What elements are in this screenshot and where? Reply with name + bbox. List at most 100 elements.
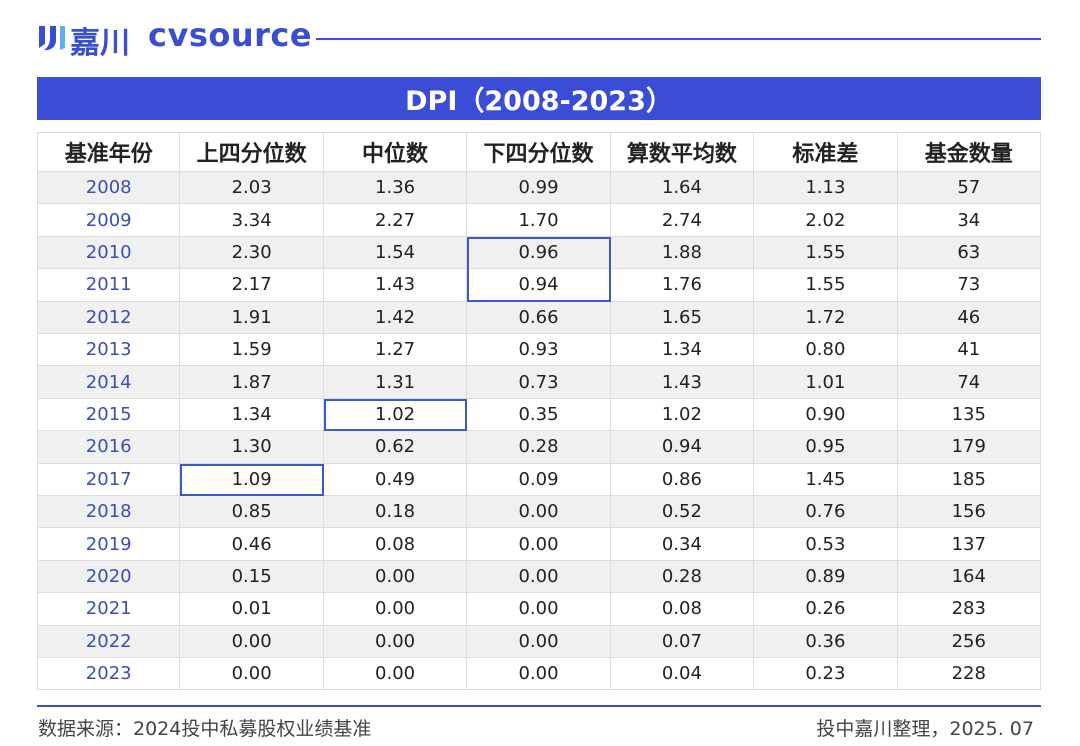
value-cell: 1.43 <box>610 366 755 399</box>
column-header: 中位数 <box>323 132 468 172</box>
value-cell: 0.28 <box>467 431 611 464</box>
value-cell: 0.76 <box>754 496 898 529</box>
value-cell: 1.34 <box>610 334 755 367</box>
value-cell: 41 <box>897 334 1041 367</box>
year-cell: 2010 <box>37 236 181 270</box>
value-cell: 156 <box>897 496 1041 529</box>
year-cell: 2012 <box>37 301 181 334</box>
value-cell: 0.00 <box>323 625 468 658</box>
highlight-box <box>180 463 324 496</box>
value-cell: 0.99 <box>467 172 611 205</box>
value-cell: 0.62 <box>323 431 468 464</box>
value-cell: 0.46 <box>180 528 324 561</box>
value-cell: 2.02 <box>754 204 898 237</box>
value-cell: 0.00 <box>323 658 468 691</box>
value-cell: 1.31 <box>323 366 468 399</box>
year-cell: 2019 <box>37 528 181 561</box>
year-cell: 2016 <box>37 431 181 464</box>
column-header: 下四分位数 <box>467 132 611 172</box>
value-cell: 74 <box>897 366 1041 399</box>
value-cell: 1.09 <box>180 463 324 496</box>
value-cell: 0.00 <box>467 560 611 594</box>
value-cell: 135 <box>897 398 1041 432</box>
value-cell: 2.74 <box>610 204 755 237</box>
highlight-box <box>467 236 611 302</box>
value-cell: 0.00 <box>467 496 611 529</box>
value-cell: 1.01 <box>754 366 898 399</box>
value-cell: 1.13 <box>754 172 898 205</box>
value-cell: 1.91 <box>180 301 324 334</box>
logo-text: cvsource <box>148 16 313 54</box>
column-header: 基准年份 <box>37 132 181 172</box>
value-cell: 228 <box>897 658 1041 691</box>
value-cell: 0.90 <box>754 398 898 432</box>
value-cell: 0.89 <box>754 560 898 594</box>
column-header: 标准差 <box>754 132 898 172</box>
value-cell: 0.80 <box>754 334 898 367</box>
value-cell: 0.93 <box>467 334 611 367</box>
value-cell: 0.26 <box>754 593 898 626</box>
value-cell: 1.30 <box>180 431 324 464</box>
table-title: DPI（2008-2023） <box>37 77 1041 120</box>
value-cell: 0.00 <box>180 625 324 658</box>
value-cell: 0.94 <box>467 269 611 302</box>
rule <box>316 38 1041 40</box>
value-cell: 0.00 <box>467 593 611 626</box>
value-cell: 256 <box>897 625 1041 658</box>
year-cell: 2008 <box>37 172 181 205</box>
year-cell: 2020 <box>37 560 181 594</box>
value-cell: 0.73 <box>467 366 611 399</box>
year-cell: 2022 <box>37 625 181 658</box>
value-cell: 185 <box>897 463 1041 496</box>
value-cell: 46 <box>897 301 1041 334</box>
value-cell: 179 <box>897 431 1041 464</box>
value-cell: 0.04 <box>610 658 755 691</box>
value-cell: 0.00 <box>323 560 468 594</box>
value-cell: 1.55 <box>754 236 898 270</box>
value-cell: 2.27 <box>323 204 468 237</box>
value-cell: 2.03 <box>180 172 324 205</box>
value-cell: 1.65 <box>610 301 755 334</box>
year-cell: 2023 <box>37 658 181 691</box>
value-cell: 0.09 <box>467 463 611 496</box>
year-cell: 2011 <box>37 269 181 302</box>
value-cell: 57 <box>897 172 1041 205</box>
value-cell: 1.45 <box>754 463 898 496</box>
value-cell: 0.00 <box>467 625 611 658</box>
value-cell: 0.52 <box>610 496 755 529</box>
value-cell: 0.08 <box>610 593 755 626</box>
value-cell: 1.02 <box>323 398 468 432</box>
year-cell: 2014 <box>37 366 181 399</box>
column-header: 上四分位数 <box>180 132 324 172</box>
value-cell: 1.88 <box>610 236 755 270</box>
value-cell: 34 <box>897 204 1041 237</box>
value-cell: 0.00 <box>180 658 324 691</box>
value-cell: 1.64 <box>610 172 755 205</box>
source-note: 数据来源：2024投中私募股权业绩基准 <box>38 718 372 740</box>
value-cell: 0.00 <box>467 658 611 691</box>
value-cell: 0.36 <box>754 625 898 658</box>
value-cell: 2.30 <box>180 236 324 270</box>
value-cell: 0.23 <box>754 658 898 691</box>
value-cell: 0.07 <box>610 625 755 658</box>
value-cell: 0.00 <box>323 593 468 626</box>
value-cell: 0.01 <box>180 593 324 626</box>
value-cell: 0.00 <box>467 528 611 561</box>
value-cell: 1.76 <box>610 269 755 302</box>
credit-note: 投中嘉川整理，2025. 07 <box>816 718 1034 740</box>
value-cell: 137 <box>897 528 1041 561</box>
logo-text: 嘉川 <box>70 26 130 61</box>
year-cell: 2018 <box>37 496 181 529</box>
year-cell: 2015 <box>37 398 181 432</box>
value-cell: 164 <box>897 560 1041 594</box>
value-cell: 1.72 <box>754 301 898 334</box>
value-cell: 1.54 <box>323 236 468 270</box>
value-cell: 1.70 <box>467 204 611 237</box>
value-cell: 0.18 <box>323 496 468 529</box>
value-cell: 1.34 <box>180 398 324 432</box>
highlight-box <box>323 398 468 432</box>
value-cell: 2.17 <box>180 269 324 302</box>
value-cell: 283 <box>897 593 1041 626</box>
value-cell: 1.27 <box>323 334 468 367</box>
